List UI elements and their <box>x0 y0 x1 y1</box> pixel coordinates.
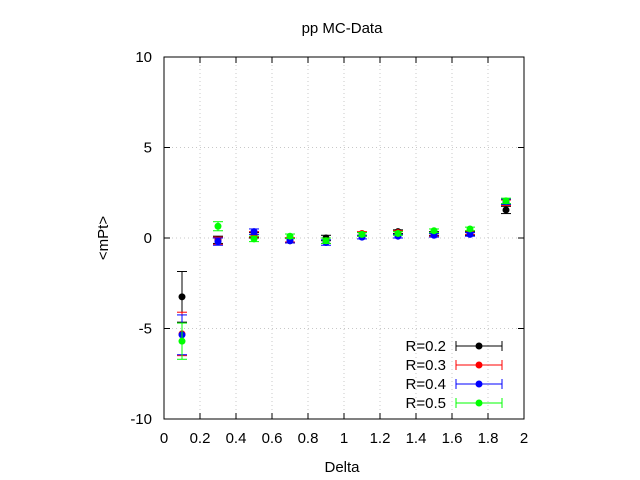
data-point <box>502 197 510 205</box>
data-point <box>502 206 510 214</box>
x-tick-label: 1.4 <box>406 430 427 447</box>
data-point <box>358 230 366 238</box>
x-tick-label: 1.2 <box>370 430 391 447</box>
data-point <box>250 228 258 236</box>
data-point <box>466 225 474 233</box>
x-tick-label: 1.8 <box>478 430 499 447</box>
x-tick-label: 0.8 <box>298 430 319 447</box>
series-4 <box>177 197 511 360</box>
axes: 0 0.2 0.4 0.6 0.8 1 1.2 1.4 1.6 1.8 2 10 5 0 -5 -10 <box>130 49 528 447</box>
data-point <box>394 229 402 237</box>
data-marks <box>177 197 511 360</box>
y-tick-label: 5 <box>144 140 152 157</box>
legend-entry: R=0.5 <box>406 395 503 412</box>
legend-entry: R=0.2 <box>406 338 503 355</box>
y-tick-label: 10 <box>135 49 152 66</box>
legend-label: R=0.4 <box>406 376 446 393</box>
x-axis-label: Delta <box>324 459 360 476</box>
legend-label: R=0.2 <box>406 338 446 355</box>
y-tick-label: 0 <box>144 230 152 247</box>
data-point <box>466 230 474 238</box>
x-tick-label: 1 <box>340 430 348 447</box>
chart-title: pp MC-Data <box>302 20 384 37</box>
y-tick-label: -10 <box>130 411 152 428</box>
x-tick-label: 2 <box>520 430 528 447</box>
data-point <box>178 293 186 301</box>
legend-entry: R=0.4 <box>406 376 503 393</box>
data-point <box>214 238 222 246</box>
legend-label: R=0.5 <box>406 395 446 412</box>
legend-entry: R=0.3 <box>406 357 503 374</box>
y-axis-label: <mPt> <box>95 216 112 260</box>
data-point <box>322 237 330 245</box>
legend-marker <box>475 342 483 350</box>
legend-marker <box>475 361 483 369</box>
legend-marker <box>475 399 483 407</box>
x-tick-label: 0.2 <box>190 430 211 447</box>
x-tick-label: 0.4 <box>226 430 247 447</box>
legend-marker <box>475 380 483 388</box>
data-point <box>214 222 222 230</box>
data-point <box>286 232 294 240</box>
data-point <box>430 227 438 235</box>
x-tick-label: 1.6 <box>442 430 463 447</box>
grid <box>164 57 524 419</box>
series-1 <box>177 205 511 323</box>
y-tick-label: -5 <box>139 321 152 338</box>
x-tick-label: 0 <box>160 430 168 447</box>
data-point <box>250 235 258 243</box>
legend-label: R=0.3 <box>406 357 446 374</box>
data-point <box>178 337 186 345</box>
legend: R=0.2 R=0.3 R=0.4 R=0.5 <box>406 338 503 412</box>
x-tick-label: 0.6 <box>262 430 283 447</box>
